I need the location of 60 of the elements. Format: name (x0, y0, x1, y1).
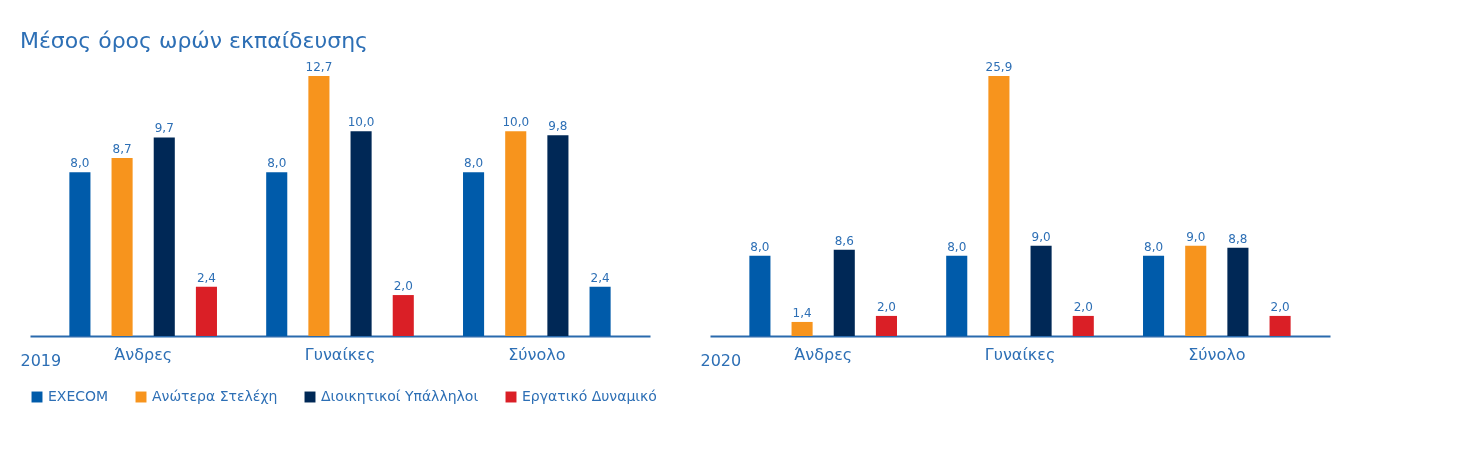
bar (308, 76, 330, 336)
data-label: 2,4 (196, 270, 216, 285)
data-label: 9,0 (1186, 229, 1206, 244)
bar (1072, 315, 1094, 336)
legend-label: Διοικητικοί Υπάλληλοι (321, 388, 479, 404)
data-label: 8,0 (464, 156, 484, 171)
data-label: 2,0 (1270, 299, 1290, 314)
data-label: 9,0 (1031, 229, 1051, 244)
data-label: 8,6 (834, 233, 854, 248)
x-tick-label: Σύνολο (1188, 344, 1246, 364)
bar (266, 172, 288, 336)
x-axis-title: 2020 (700, 350, 742, 370)
data-label: 8,0 (1144, 239, 1164, 254)
legend-label: Ανώτερα Στελέχη (152, 388, 278, 404)
data-label: 12,7 (305, 60, 333, 74)
x-tick-label: Γυναίκες (304, 344, 376, 364)
bar (946, 255, 968, 336)
data-label: 2,4 (590, 270, 610, 285)
bar (1143, 255, 1165, 336)
bar (1227, 247, 1249, 336)
legend-label: EXECOM (48, 388, 109, 404)
bar (1269, 315, 1291, 336)
data-label: 25,9 (985, 60, 1013, 74)
bar (1185, 245, 1207, 336)
x-tick-label: Άνδρες (794, 344, 853, 364)
x-axis-title: 2019 (20, 350, 62, 370)
data-label: 2,0 (393, 279, 413, 294)
chart-title: Μέσος όρος ωρών εκπαίδευσης (20, 28, 368, 53)
data-label: 1,4 (792, 305, 812, 320)
bar (350, 131, 372, 336)
data-label: 8,0 (947, 239, 967, 254)
bar (791, 321, 813, 336)
data-label: 2,0 (876, 299, 896, 314)
bar (69, 172, 91, 336)
data-label: 10,0 (347, 115, 375, 130)
data-label: 2,0 (1073, 299, 1093, 314)
bar (392, 295, 414, 336)
x-tick-label: Άνδρες (114, 344, 173, 364)
data-label: 8,8 (1228, 231, 1248, 246)
bar (505, 131, 527, 336)
data-label: 8,0 (70, 156, 90, 171)
bar (833, 249, 855, 336)
data-label: 8,0 (267, 156, 287, 171)
bar (988, 76, 1010, 336)
data-label: 8,7 (112, 141, 132, 156)
data-label: 8,0 (750, 239, 770, 254)
data-label: 9,8 (548, 119, 568, 134)
legend-label: Εργατικό Δυναμικό (522, 388, 657, 404)
data-label: 9,7 (154, 121, 174, 136)
x-tick-label: Γυναίκες (984, 344, 1056, 364)
bar (1030, 245, 1052, 336)
x-tick-label: Σύνολο (508, 344, 566, 364)
data-label: 10,0 (502, 115, 530, 130)
bar (875, 315, 897, 336)
bar (547, 135, 569, 336)
bar (463, 172, 485, 336)
bar (195, 286, 217, 336)
bar (111, 157, 133, 336)
bar (749, 255, 771, 336)
bar (153, 137, 175, 336)
